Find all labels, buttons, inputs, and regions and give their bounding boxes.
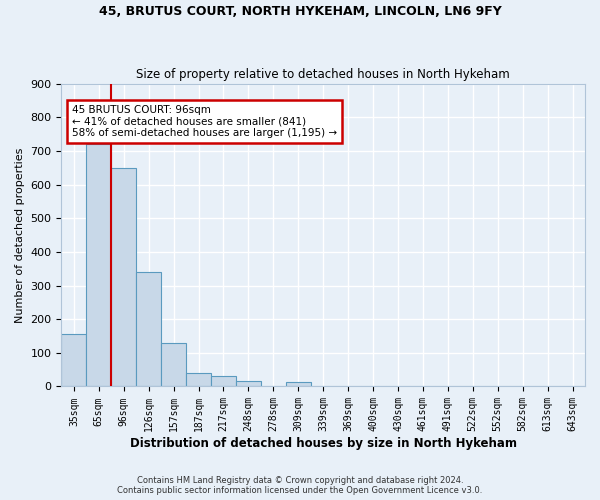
- Text: 45, BRUTUS COURT, NORTH HYKEHAM, LINCOLN, LN6 9FY: 45, BRUTUS COURT, NORTH HYKEHAM, LINCOLN…: [98, 5, 502, 18]
- Y-axis label: Number of detached properties: Number of detached properties: [15, 148, 25, 322]
- Bar: [111, 168, 136, 386]
- Bar: [86, 144, 111, 386]
- Bar: [136, 272, 161, 386]
- Bar: [211, 376, 236, 386]
- Bar: [161, 342, 186, 386]
- Bar: [61, 334, 86, 386]
- Title: Size of property relative to detached houses in North Hykeham: Size of property relative to detached ho…: [136, 68, 510, 81]
- Bar: [286, 382, 311, 386]
- Bar: [236, 382, 261, 386]
- Text: 45 BRUTUS COURT: 96sqm
← 41% of detached houses are smaller (841)
58% of semi-de: 45 BRUTUS COURT: 96sqm ← 41% of detached…: [72, 105, 337, 138]
- X-axis label: Distribution of detached houses by size in North Hykeham: Distribution of detached houses by size …: [130, 437, 517, 450]
- Bar: [186, 373, 211, 386]
- Text: Contains HM Land Registry data © Crown copyright and database right 2024.
Contai: Contains HM Land Registry data © Crown c…: [118, 476, 482, 495]
